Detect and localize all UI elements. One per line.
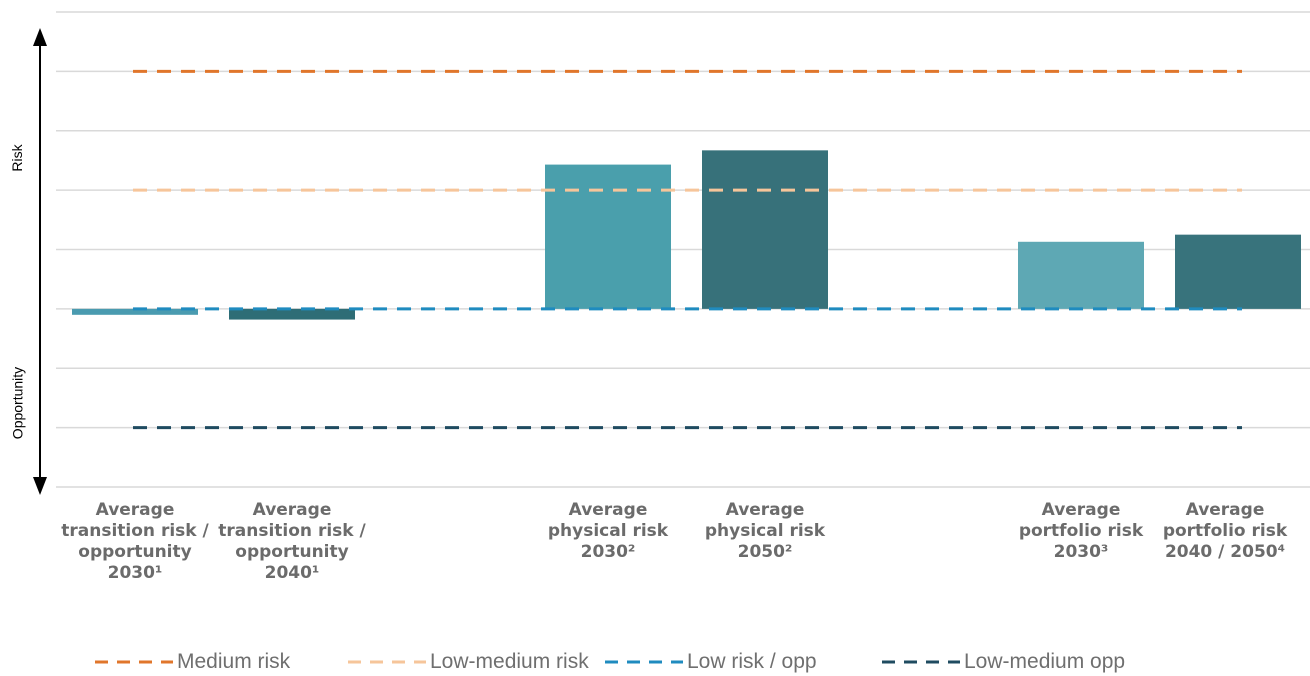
bar bbox=[545, 164, 671, 309]
legend: Medium risk Low-medium risk Low risk / opp… bbox=[0, 650, 1310, 676]
category-label: Average portfolio risk 2030³ bbox=[1018, 500, 1144, 562]
bar bbox=[1018, 241, 1144, 309]
legend-swatch-icon bbox=[605, 660, 683, 664]
chart-area bbox=[33, 11, 1310, 495]
axis-arrow-up-icon bbox=[33, 28, 47, 46]
y-axis-opportunity-label: Opportunity bbox=[9, 366, 26, 440]
legend-label: Low-medium risk bbox=[430, 650, 589, 673]
legend-item: Medium risk bbox=[95, 650, 290, 674]
legend-label: Low risk / opp bbox=[687, 650, 817, 673]
legend-item: Low risk / opp bbox=[605, 650, 817, 674]
legend-item: Low-medium opp bbox=[882, 650, 1125, 674]
category-label: Average transition risk / opportunity 20… bbox=[218, 500, 366, 583]
legend-label: Low-medium opp bbox=[964, 650, 1126, 673]
y-axis-risk-label: Risk bbox=[9, 144, 25, 172]
category-label: Average physical risk 2050² bbox=[704, 500, 826, 562]
legend-label: Medium risk bbox=[177, 650, 291, 673]
legend-swatch-icon bbox=[348, 660, 426, 664]
legend-swatch-icon bbox=[95, 660, 173, 664]
category-label: Average transition risk / opportunity 20… bbox=[61, 500, 209, 583]
bar bbox=[229, 308, 355, 320]
legend-item: Low-medium risk bbox=[348, 650, 589, 674]
category-label: Average portfolio risk 2040 / 2050⁴ bbox=[1162, 500, 1288, 562]
bar bbox=[1175, 234, 1301, 309]
bar bbox=[72, 308, 198, 315]
legend-swatch-icon bbox=[882, 660, 960, 664]
category-label: Average physical risk 2030² bbox=[547, 500, 669, 562]
bar bbox=[702, 150, 828, 309]
axis-arrow-down-icon bbox=[33, 477, 47, 495]
